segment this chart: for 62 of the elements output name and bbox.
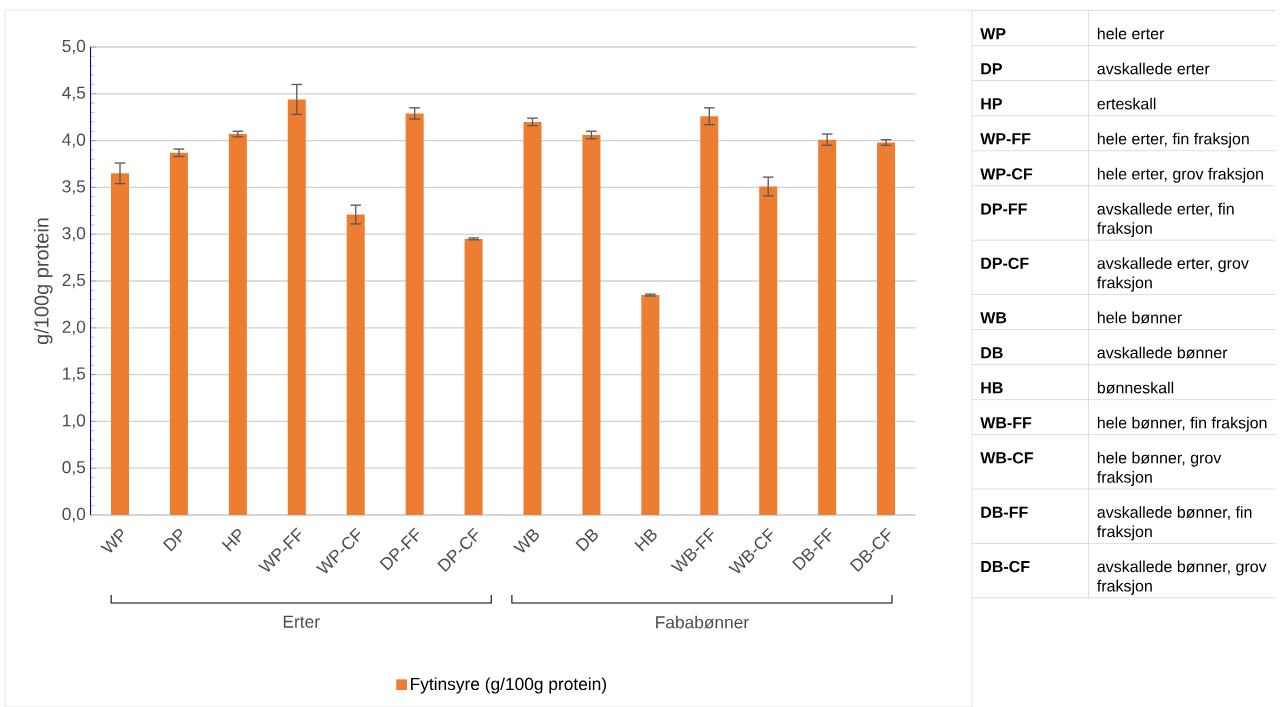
bar	[405, 113, 424, 515]
text: avskallede bønner	[1097, 346, 1228, 359]
y-tick-label: 5,0	[62, 39, 86, 55]
y-tick-label: 0,5	[62, 461, 86, 476]
x-tick-label: WB	[512, 529, 539, 553]
x-tick-label: DP	[162, 529, 182, 552]
legend-label: Fytinsyre (g/100g protein)	[411, 677, 607, 694]
text: avskallede bønner, grov fraksjon	[1097, 560, 1267, 595]
text: hele erter	[1097, 27, 1165, 40]
y-tick-label: 3,0	[62, 227, 86, 242]
text: DB	[981, 347, 1003, 359]
text: hele bønner	[1097, 311, 1182, 324]
bar	[228, 134, 247, 515]
text: Erter	[283, 615, 320, 628]
bar	[523, 121, 542, 515]
text: hele erter, grov fraksjon	[1097, 167, 1263, 183]
x-tick-label: WP	[100, 529, 124, 553]
y-tick-label: 1,0	[63, 414, 86, 429]
text: WB-CF	[980, 452, 1033, 464]
text: hele erter, fin fraksjon	[1097, 132, 1249, 148]
y-tick-label: 1,5	[63, 367, 86, 382]
text: hele bønner, fin fraksjon	[1097, 416, 1267, 432]
text: DP	[981, 63, 1002, 75]
text: DP-CF	[981, 257, 1029, 269]
text: hele bønner, grov fraksjon	[1097, 451, 1222, 487]
text: Fababønner	[656, 615, 749, 629]
y-tick-label: 4,0	[62, 133, 86, 148]
bar	[641, 295, 660, 515]
x-tick-label: HB	[634, 529, 657, 552]
y-tick-label: 2,0	[62, 320, 86, 335]
y-tick-label: 3,5	[62, 180, 86, 195]
bar	[111, 173, 130, 515]
text: avskallede erter, fin fraksjon	[1097, 202, 1234, 238]
bar	[877, 142, 896, 515]
text: HB	[981, 382, 1003, 394]
text: DB-FF	[981, 506, 1028, 518]
text: WP-FF	[980, 133, 1031, 145]
text: avskallede bønner, fin fraksjon	[1097, 506, 1252, 541]
x-tick-label: HP	[221, 529, 241, 552]
y-axis-title: g/100g protein	[33, 218, 53, 345]
bar	[464, 238, 483, 515]
text: avskallede erter	[1097, 62, 1210, 75]
bar	[700, 116, 719, 515]
text: erteskall	[1097, 97, 1156, 110]
y-tick-label: 0,0	[62, 507, 86, 523]
bar	[346, 214, 365, 515]
bar	[287, 99, 306, 515]
text: DP-FF	[981, 203, 1027, 215]
bar	[759, 186, 778, 515]
y-tick-label: 4,5	[62, 86, 86, 101]
bar	[818, 139, 837, 515]
text: WB	[980, 312, 1007, 324]
text: avskallede erter, grov fraksjon	[1097, 257, 1249, 292]
bar	[582, 134, 601, 515]
text: WP	[980, 28, 1006, 40]
text: WB-FF	[980, 417, 1032, 429]
text: HP	[981, 98, 1002, 110]
x-tick-label: DB	[575, 529, 598, 552]
text: bønneskall	[1097, 381, 1174, 394]
bar	[169, 152, 188, 515]
y-tick-label: 2,5	[62, 273, 86, 289]
text: WP-CF	[980, 168, 1033, 180]
